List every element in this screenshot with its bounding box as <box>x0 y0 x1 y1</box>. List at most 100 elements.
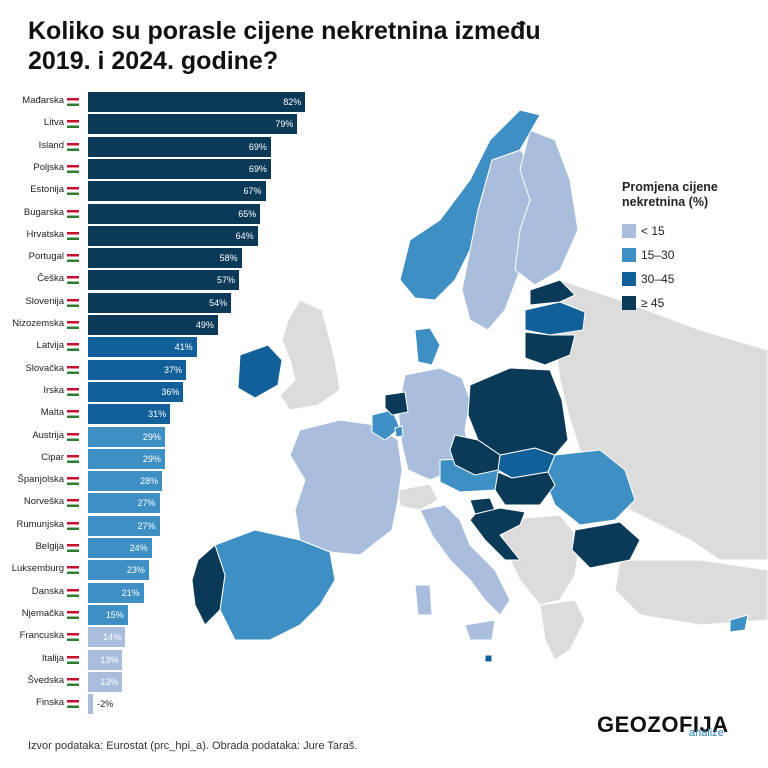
legend-swatch <box>622 248 636 262</box>
bar-value-label: 36% <box>161 386 180 397</box>
legend-label: 30–45 <box>641 272 675 286</box>
flag-icon <box>67 120 79 129</box>
flag-icon <box>67 298 79 307</box>
bar <box>88 582 144 603</box>
bar-category-label: Mađarska <box>22 95 64 106</box>
bar <box>88 203 261 224</box>
bar-value-label: 67% <box>243 186 262 197</box>
bar-category-label: Portugal <box>28 251 64 263</box>
bar-row: Nizozemska 49% <box>0 315 330 337</box>
bar-category-label: Slovačka <box>25 362 64 374</box>
bar-category-label: Estonija <box>30 184 64 196</box>
map-ireland <box>237 344 283 399</box>
flag-icon <box>67 700 79 709</box>
map-switzerland <box>397 483 439 511</box>
bar-value-label: 13% <box>100 676 119 687</box>
bar-row: Norveška 27% <box>0 493 330 515</box>
flag-icon <box>67 98 79 106</box>
map-finland <box>514 129 579 286</box>
bar-value-label: 82% <box>283 97 302 107</box>
flag-icon <box>67 521 79 530</box>
bar-value-label: 24% <box>129 543 148 553</box>
flag-icon <box>67 209 79 218</box>
bar <box>88 471 163 492</box>
bar-category-label: Finska <box>36 697 64 709</box>
bar <box>88 538 152 558</box>
flag-icon <box>67 254 79 263</box>
bar-row: Irska 36% <box>0 381 330 404</box>
flag-icon <box>67 499 79 508</box>
source-note: Izvor podataka: Eurostat (prc_hpi_a). Ob… <box>28 740 358 752</box>
bar-category-label: Španjolska <box>17 474 64 486</box>
bar-row: Latvija 41% <box>0 337 330 359</box>
bar-row: Belgija 24% <box>0 538 330 560</box>
bar-value-label: 21% <box>121 587 140 598</box>
bar-row: Bugarska 65% <box>0 203 330 226</box>
bar-chart: Mađarska 82% Litva 79% Island 69% Poljska 69% Es… <box>0 0 330 720</box>
bar <box>88 248 242 269</box>
map-sardinia <box>414 584 433 616</box>
bar-category-label: Belgija <box>35 541 64 552</box>
bar-value-label: 65% <box>238 208 257 219</box>
flag-icon <box>67 365 79 374</box>
legend-label: ≥ 45 <box>641 296 665 310</box>
bar-category-label: Norveška <box>23 496 64 508</box>
map-cyprus <box>729 614 749 633</box>
bar-category-label: Švedska <box>27 674 64 686</box>
bar-value-label: 69% <box>248 141 267 152</box>
bar <box>88 404 171 425</box>
map-turkey <box>614 559 768 626</box>
bar-row: Slovenija 54% <box>0 292 330 315</box>
bar-row: Italija 13% <box>0 649 330 672</box>
flag-icon <box>67 655 79 664</box>
map-sicily <box>464 619 496 641</box>
bar-category-label: Nizozemska <box>12 318 64 329</box>
bar-value-label: 27% <box>137 498 156 509</box>
bar-row: Danska 21% <box>0 582 330 605</box>
bar-value-label: 27% <box>137 520 156 531</box>
bar <box>88 315 218 335</box>
bar-category-label: Slovenija <box>25 295 64 307</box>
bar-value-label: 58% <box>219 253 238 264</box>
bar <box>88 426 165 447</box>
flag-icon <box>67 343 79 352</box>
bar-category-label: Austrija <box>32 429 64 441</box>
bar-category-label: Litva <box>43 117 64 129</box>
legend: Promjena cijene nekretnina (%) < 15 15–3… <box>622 180 752 314</box>
flag-icon <box>67 588 79 597</box>
bar-category-label: Island <box>38 139 64 151</box>
bar-row: Slovačka 37% <box>0 359 330 382</box>
bar <box>88 560 149 581</box>
bar <box>88 292 232 313</box>
map-luxembourg <box>394 425 404 438</box>
bar-category-label: Cipar <box>41 451 64 463</box>
bar <box>88 493 160 514</box>
legend-item-30-45: 30–45 <box>622 268 752 290</box>
bar-row: Španjolska 28% <box>0 471 330 493</box>
bar <box>88 225 258 246</box>
bar <box>88 448 165 469</box>
map-netherlands <box>384 391 409 416</box>
bar-value-label: 29% <box>142 431 161 442</box>
legend-swatch <box>622 224 636 238</box>
bar <box>88 359 187 380</box>
flag-icon <box>67 677 79 686</box>
legend-swatch <box>622 296 636 310</box>
logo-subtitle: analize <box>689 727 724 739</box>
flag-icon <box>67 387 79 396</box>
legend-label: 15–30 <box>641 248 675 262</box>
bar-value-label: 14% <box>103 632 122 643</box>
flag-icon <box>67 432 79 441</box>
logo: GEOZOFIJA <box>597 712 729 737</box>
bar <box>88 270 240 291</box>
bar-category-label: Rumunjska <box>16 518 64 530</box>
bar-category-label: Danska <box>31 585 64 597</box>
bar-row: Češka 57% <box>0 270 330 292</box>
bar-row: Estonija 67% <box>0 181 330 203</box>
bar-category-label: Poljska <box>33 161 64 173</box>
flag-icon <box>67 633 79 642</box>
bar-row: Cipar 29% <box>0 448 330 471</box>
flag-icon <box>67 610 79 619</box>
bar-row: Austrija 29% <box>0 426 330 449</box>
